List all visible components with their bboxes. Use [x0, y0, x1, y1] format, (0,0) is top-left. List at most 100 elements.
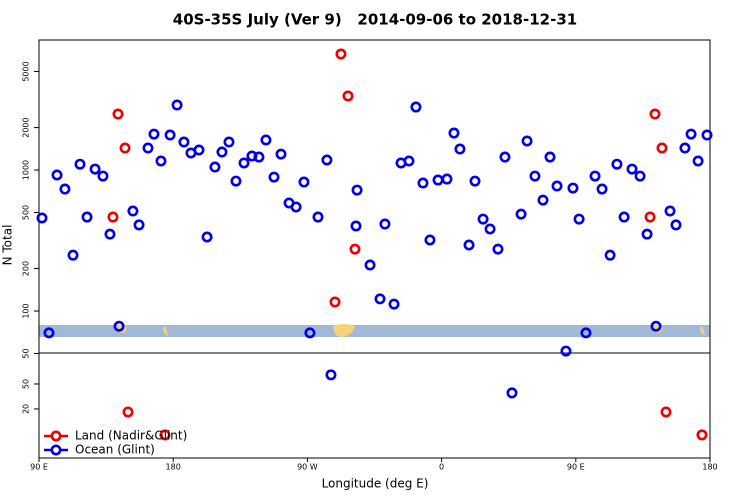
data-point: [551, 180, 563, 192]
data-point: [618, 211, 630, 223]
data-point: [701, 129, 713, 141]
data-point: [364, 259, 376, 271]
data-point: [696, 429, 708, 441]
data-point: [454, 143, 466, 155]
data-point: [670, 219, 682, 231]
data-point: [133, 219, 145, 231]
data-point: [463, 239, 475, 251]
data-point: [580, 327, 592, 339]
data-point: [104, 228, 116, 240]
data-point: [164, 129, 176, 141]
data-point: [403, 155, 415, 167]
y-tick-label: 200: [22, 261, 31, 276]
data-point: [529, 170, 541, 182]
data-point: [89, 163, 101, 175]
data-point: [660, 406, 672, 418]
data-point: [644, 211, 656, 223]
data-point: [537, 194, 549, 206]
data-point: [36, 212, 48, 224]
data-point: [298, 176, 310, 188]
data-point: [74, 158, 86, 170]
y-tick-label: 500: [22, 205, 31, 220]
data-point: [626, 163, 638, 175]
data-point: [253, 151, 265, 163]
data-point: [97, 170, 109, 182]
x-axis-label: Longitude (deg E): [322, 477, 429, 491]
x-tick-label: 180: [166, 463, 181, 472]
data-point: [238, 157, 250, 169]
data-point: [312, 211, 324, 223]
data-point: [544, 151, 556, 163]
data-point: [388, 298, 400, 310]
data-point: [112, 108, 124, 120]
data-point: [155, 155, 167, 167]
data-point: [178, 136, 190, 148]
data-point: [67, 249, 79, 261]
data-point: [424, 234, 436, 246]
data-point: [649, 108, 661, 120]
data-point: [484, 223, 496, 235]
data-point: [679, 142, 691, 154]
data-point: [685, 128, 697, 140]
y-tick-label: 50: [22, 379, 31, 389]
x-tick-label: 0: [439, 463, 444, 472]
data-point: [51, 169, 63, 181]
data-point: [193, 144, 205, 156]
data-point: [417, 177, 429, 189]
x-tick-label: 180: [702, 463, 717, 472]
map-strip: [39, 324, 710, 338]
data-point: [634, 170, 646, 182]
y-tick-label: 1000: [22, 160, 31, 180]
x-tick-label: 90 E: [30, 463, 48, 472]
data-point: [113, 320, 125, 332]
data-point: [335, 48, 347, 60]
data-point: [230, 175, 242, 187]
data-point: [410, 101, 422, 113]
legend-marker: [50, 444, 62, 456]
y-tick-label: 2000: [21, 117, 30, 137]
data-point: [664, 205, 676, 217]
data-point: [107, 211, 119, 223]
data-point: [560, 345, 572, 357]
data-point: [119, 142, 131, 154]
data-point: [342, 90, 354, 102]
data-point: [441, 173, 453, 185]
data-point: [477, 213, 489, 225]
data-point: [81, 211, 93, 223]
y-tick-label: 50: [22, 348, 31, 358]
data-point: [122, 406, 134, 418]
y-tick-label: 5000: [22, 61, 31, 81]
data-point: [209, 161, 221, 173]
legend-marker: [50, 430, 62, 442]
data-point: [499, 151, 511, 163]
data-point: [641, 228, 653, 240]
data-point: [43, 327, 55, 339]
data-point: [148, 128, 160, 140]
data-point: [304, 327, 316, 339]
data-point: [432, 174, 444, 186]
data-point: [290, 201, 302, 213]
data-point: [325, 369, 337, 381]
data-point: [349, 243, 361, 255]
data-point: [611, 158, 623, 170]
data-point: [201, 231, 213, 243]
data-point: [448, 127, 460, 139]
legend-label: Land (Nadir&Glint): [75, 429, 187, 443]
legend-label: Ocean (Glint): [75, 443, 155, 457]
data-point: [521, 135, 533, 147]
data-point: [171, 99, 183, 111]
data-point: [223, 136, 235, 148]
y-tick-label: 20: [22, 404, 31, 414]
data-point: [260, 134, 272, 146]
data-point: [216, 146, 228, 158]
data-point: [350, 220, 362, 232]
data-point: [321, 154, 333, 166]
data-point: [142, 142, 154, 154]
data-point: [59, 183, 71, 195]
data-point: [492, 243, 504, 255]
data-point: [506, 387, 518, 399]
data-point: [656, 142, 668, 154]
data-point: [604, 249, 616, 261]
data-point: [275, 148, 287, 160]
data-point: [268, 171, 280, 183]
